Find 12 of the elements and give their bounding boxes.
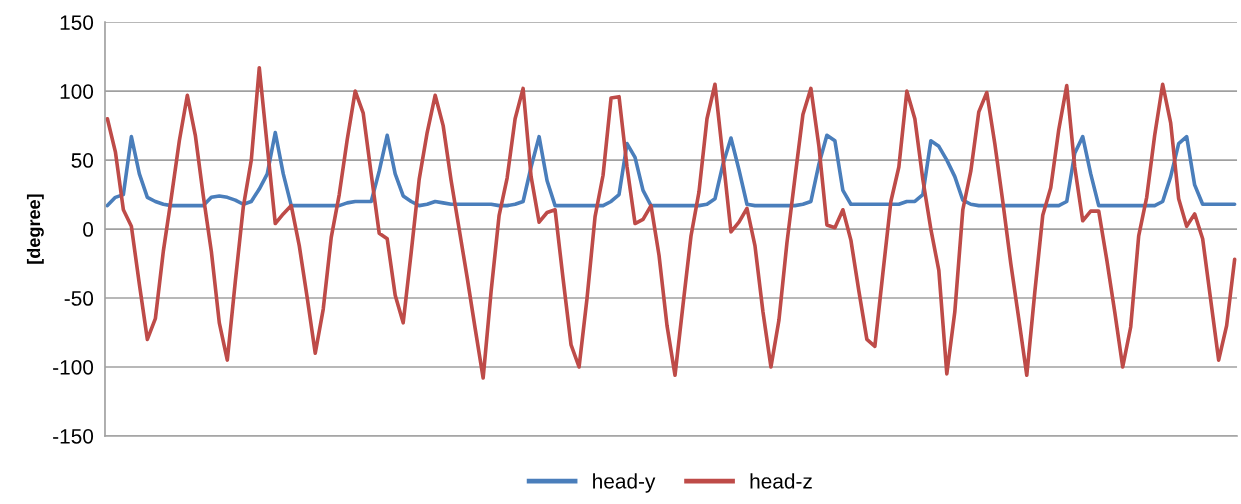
y-tick-label: 100 — [60, 84, 94, 99]
y-tick-label: -50 — [64, 291, 94, 306]
legend-label: head-z — [750, 473, 812, 489]
y-tick-label: -150 — [53, 428, 94, 444]
legend-label: head-y — [593, 473, 656, 493]
y-tick-label: 0 — [83, 222, 94, 237]
line-series — [105, 65, 1237, 380]
y-tick-label: -100 — [53, 360, 94, 375]
line-series — [105, 130, 1237, 208]
y-tick-label: 50 — [71, 153, 94, 168]
y-tick-label: 150 — [60, 15, 94, 30]
y-axis-title: [degree] — [26, 194, 44, 264]
